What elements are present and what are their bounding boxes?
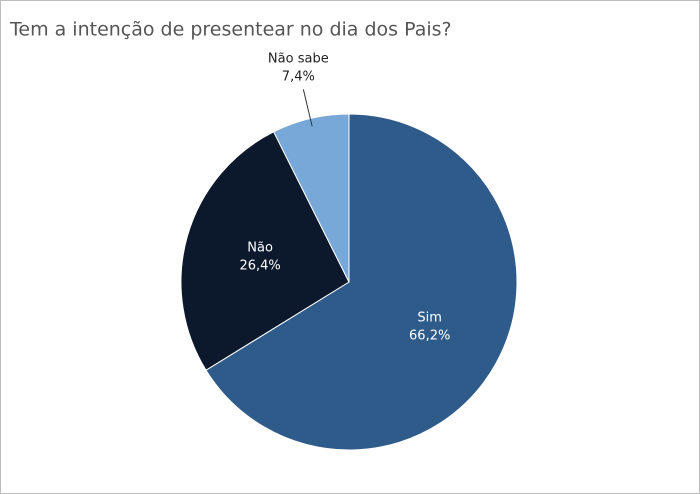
- slice-label: Não sabe: [268, 51, 329, 66]
- pie-slice: [180, 131, 350, 371]
- slice-value-label: 26,4%: [239, 258, 280, 273]
- slice-value-label: 66,2%: [409, 329, 450, 344]
- slice-value-label: 7,4%: [282, 69, 315, 84]
- chart-title: Tem a intenção de presentear no dia dos …: [9, 19, 452, 41]
- pie-slice: [205, 113, 518, 451]
- leader-line: [302, 89, 313, 127]
- slice-label: Não: [247, 240, 273, 255]
- slice-label: Sim: [417, 311, 442, 326]
